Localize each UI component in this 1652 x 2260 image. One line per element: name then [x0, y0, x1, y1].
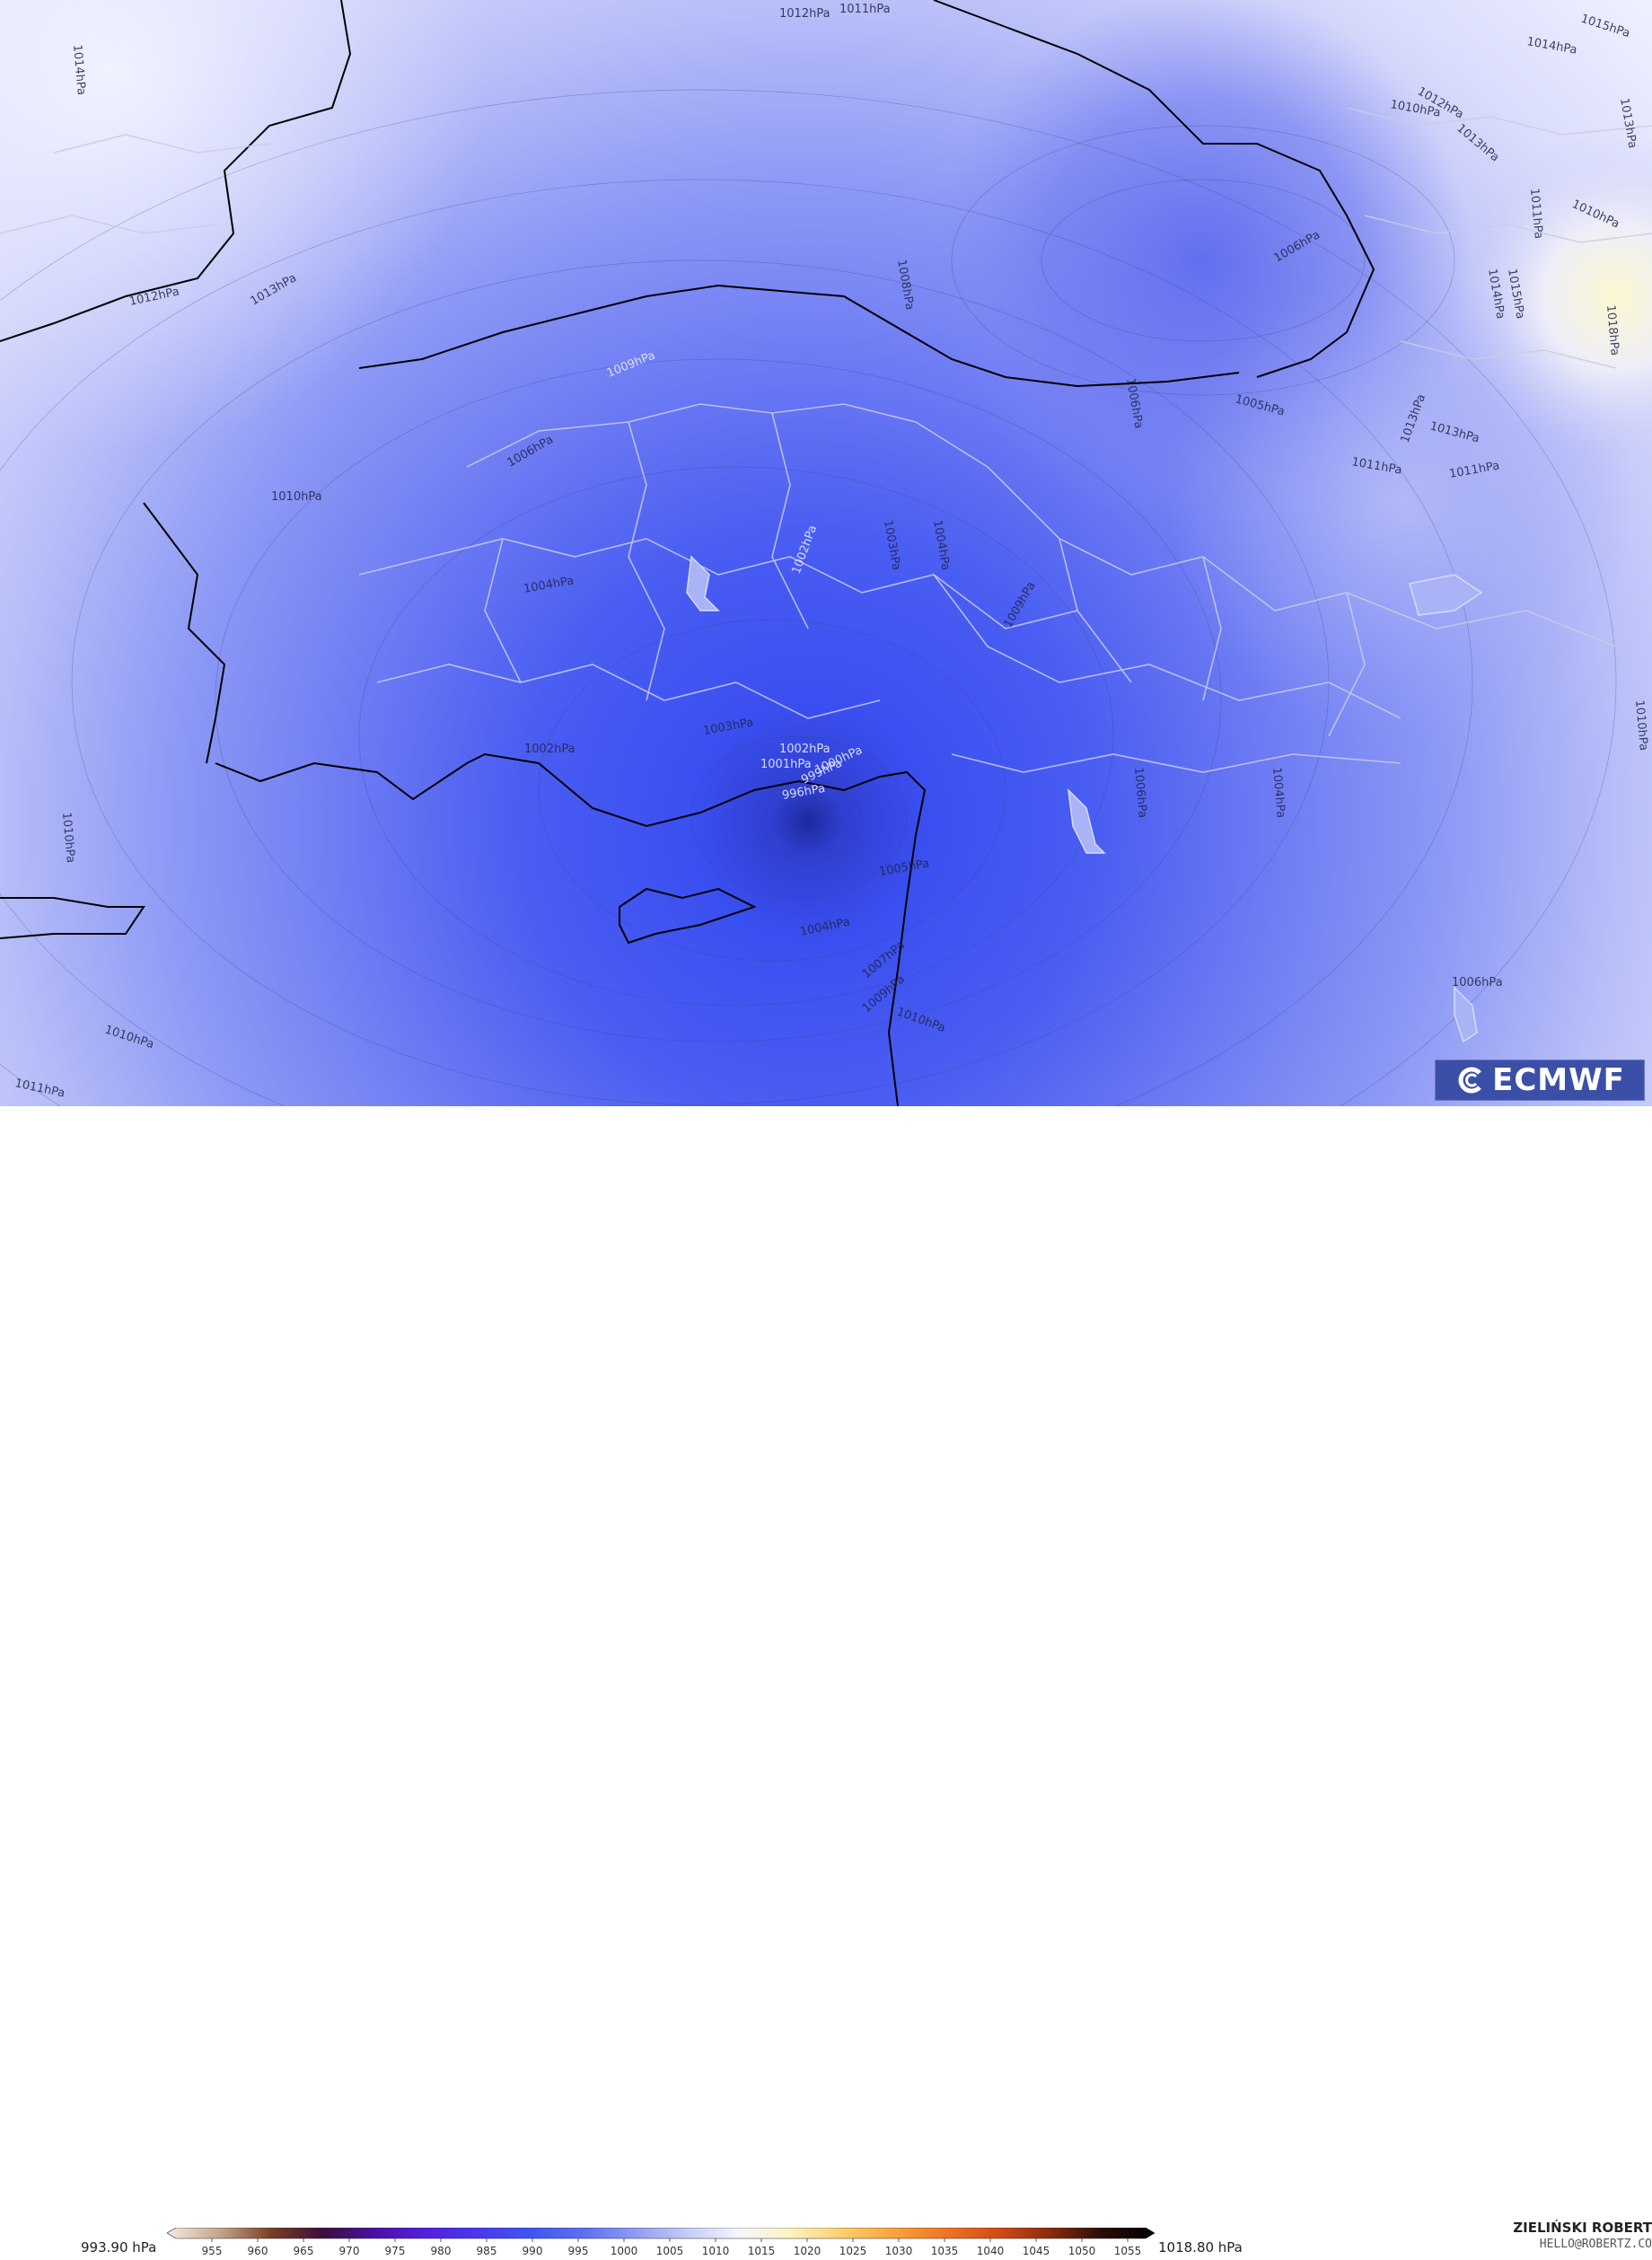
colorbar-tick-label: 1025 — [839, 2245, 867, 2257]
colorbar-tick-label: 980 — [431, 2245, 452, 2257]
isobar-label: 1011hPa — [1527, 188, 1545, 240]
colorbar-tick-label: 995 — [568, 2245, 589, 2257]
colorbar-tick-label: 960 — [248, 2245, 268, 2257]
colorbar-tick-label: 965 — [294, 2245, 314, 2257]
colorbar-tick-label: 1015 — [748, 2245, 776, 2257]
max-pressure-label: 1018.80 hPa — [1158, 2239, 1243, 2256]
colorbar-tick-label: 1005 — [656, 2245, 684, 2257]
colorbar-tick-label: 1020 — [794, 2245, 822, 2257]
isobar-label: 1010hPa — [1632, 699, 1650, 752]
author-name: ZIELIŃSKI ROBERT — [1513, 2220, 1652, 2236]
lakes — [686, 555, 1483, 1043]
colorbar-tick-label: 1050 — [1068, 2245, 1096, 2257]
ecmwf-logo-text: ECMWF — [1492, 1062, 1625, 1098]
colorbar-tick-label: 955 — [202, 2245, 223, 2257]
colorbar-tick-label: 1045 — [1023, 2245, 1050, 2257]
author-email: HELLO@ROBERTZ.CO — [1539, 2238, 1652, 2251]
coastlines — [0, 0, 1375, 1106]
colorbar-tick-label: 970 — [339, 2245, 360, 2257]
footer: 993.90 hPa 955 960 965 970 975 980 985 990 995 10… — [0, 1106, 1652, 2257]
isobar-label: 1004hPa — [1270, 767, 1287, 819]
isobar-label: 1010hPa — [59, 812, 77, 864]
isobar-label: 1012hPa — [779, 7, 830, 21]
colorbar-tick-label: 1030 — [885, 2245, 913, 2257]
colorbar-tick-label: 1040 — [977, 2245, 1005, 2257]
pressure-map: 1012hPa 1011hPa 1015hPa 1014hPa 1014hPa … — [0, 0, 1652, 1106]
isobar-label: 1006hPa — [1452, 976, 1503, 989]
ecmwf-logo-icon — [1458, 1067, 1481, 1094]
isobar-label: 1001hPa — [760, 758, 812, 771]
isobar-contours — [0, 89, 1617, 1106]
colorbar-tick-label: 985 — [477, 2245, 497, 2257]
author-credit: ZIELIŃSKI ROBERT HELLO@ROBERTZ.CO — [1383, 2220, 1652, 2251]
ecmwf-logo: ECMWF — [1435, 1060, 1645, 1101]
colorbar-strip — [167, 2228, 1156, 2239]
isobar-label: 1014hPa — [70, 44, 88, 96]
isobar-label: 1010hPa — [271, 490, 322, 504]
colorbar-tick-label: 1035 — [931, 2245, 959, 2257]
colorbar-tick-label: 990 — [523, 2245, 543, 2257]
isobar-label: 1006hPa — [1131, 767, 1149, 819]
min-pressure-label: 993.90 hPa — [81, 2239, 157, 2256]
colorbar-tick-label: 1010 — [702, 2245, 730, 2257]
isobar-label: 1011hPa — [839, 3, 891, 16]
colorbar-tick-label: 1000 — [611, 2245, 638, 2257]
isobar-label: 1002hPa — [779, 743, 830, 756]
colorbar-ticks: 955 960 965 970 975 980 985 990 995 1000 1005 1010 1… — [202, 2238, 1142, 2257]
caucasus-high — [0, 0, 1652, 1106]
map-canvas: 1012hPa 1011hPa 1015hPa 1014hPa 1014hPa … — [0, 0, 1652, 1106]
colorbar-tick-label: 1055 — [1114, 2245, 1142, 2257]
province-borders — [0, 107, 1652, 773]
colorbar-tick-label: 975 — [385, 2245, 406, 2257]
isobar-label: 1002hPa — [524, 743, 576, 756]
isobar-label: 1018hPa — [1604, 304, 1621, 356]
colorbar: 955 960 965 970 975 980 985 990 995 1000 1005 1010 1… — [167, 2228, 1156, 2257]
